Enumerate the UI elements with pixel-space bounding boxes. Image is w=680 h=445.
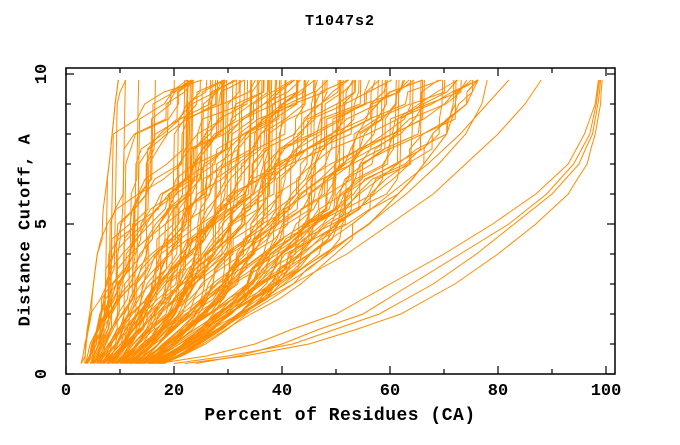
- x-tick-label: 60: [380, 382, 400, 401]
- x-tick-label: 100: [591, 382, 622, 401]
- model-curve: [90, 79, 140, 364]
- chart-title: T1047s2: [304, 13, 375, 30]
- tick-labels: 0 20 40 60 80 100 0 5 10: [33, 64, 621, 401]
- model-curve: [114, 79, 223, 364]
- model-curve: [144, 79, 310, 364]
- model-curve: [122, 79, 282, 364]
- model-curve: [91, 79, 194, 364]
- model-curve: [109, 79, 276, 364]
- model-curve: [121, 79, 246, 364]
- model-curve-outlier: [157, 79, 599, 364]
- model-curve-outlier: [136, 79, 488, 364]
- x-tick-label: 20: [164, 382, 184, 401]
- model-curve-outlier: [195, 79, 600, 364]
- y-tick-label: 10: [33, 64, 52, 84]
- model-curve: [99, 79, 188, 364]
- model-curve: [107, 79, 223, 364]
- model-curve: [140, 79, 423, 364]
- model-curve: [148, 79, 356, 364]
- model-curve: [160, 79, 356, 364]
- model-curve: [127, 79, 307, 364]
- x-tick-label: 40: [272, 382, 292, 401]
- model-curve: [134, 79, 299, 364]
- model-curve: [102, 79, 237, 364]
- x-axis-label: Percent of Residues (CA): [204, 406, 476, 426]
- model-curve: [148, 79, 425, 364]
- model-curve: [91, 79, 175, 364]
- model-curve: [98, 79, 191, 364]
- x-tick-label: 80: [488, 382, 508, 401]
- model-curve: [107, 79, 256, 364]
- model-curve: [162, 79, 479, 364]
- model-curve-outlier: [130, 79, 510, 364]
- model-curve: [90, 79, 156, 364]
- model-curve: [116, 79, 260, 364]
- model-curve: [158, 79, 439, 364]
- model-curve-outlier: [184, 79, 603, 364]
- model-curve: [157, 79, 424, 364]
- model-curve: [121, 79, 348, 364]
- model-curve: [160, 79, 455, 364]
- model-curve: [99, 79, 225, 364]
- model-curve: [108, 79, 305, 364]
- model-curves: [80, 79, 603, 364]
- model-curve-outlier: [87, 79, 126, 364]
- x-tick-label: 0: [61, 382, 71, 401]
- model-curve: [103, 79, 201, 364]
- model-curve-outlier: [141, 79, 542, 364]
- model-curve: [130, 79, 271, 364]
- model-curve: [135, 79, 360, 364]
- y-axis-label: Distance Cutoff, A: [16, 133, 36, 327]
- y-tick-label: 5: [33, 219, 52, 229]
- axis-ticks: [65, 68, 615, 375]
- model-curve: [100, 79, 188, 364]
- model-curve: [137, 79, 339, 364]
- axes: [65, 67, 616, 375]
- model-curve: [153, 79, 444, 364]
- model-curve: [80, 79, 127, 364]
- model-curve: [87, 79, 228, 364]
- model-curve: [163, 79, 479, 364]
- model-curve: [112, 79, 249, 364]
- model-curve-outlier: [173, 79, 602, 364]
- model-curve: [111, 79, 329, 364]
- model-curve: [133, 79, 298, 364]
- model-curve: [127, 79, 301, 364]
- model-curve: [110, 79, 194, 364]
- y-tick-label: 0: [33, 369, 52, 379]
- model-curve: [86, 79, 119, 364]
- model-curve: [140, 79, 442, 364]
- model-curve: [137, 79, 344, 364]
- model-curve: [89, 79, 192, 364]
- model-curve: [115, 79, 269, 364]
